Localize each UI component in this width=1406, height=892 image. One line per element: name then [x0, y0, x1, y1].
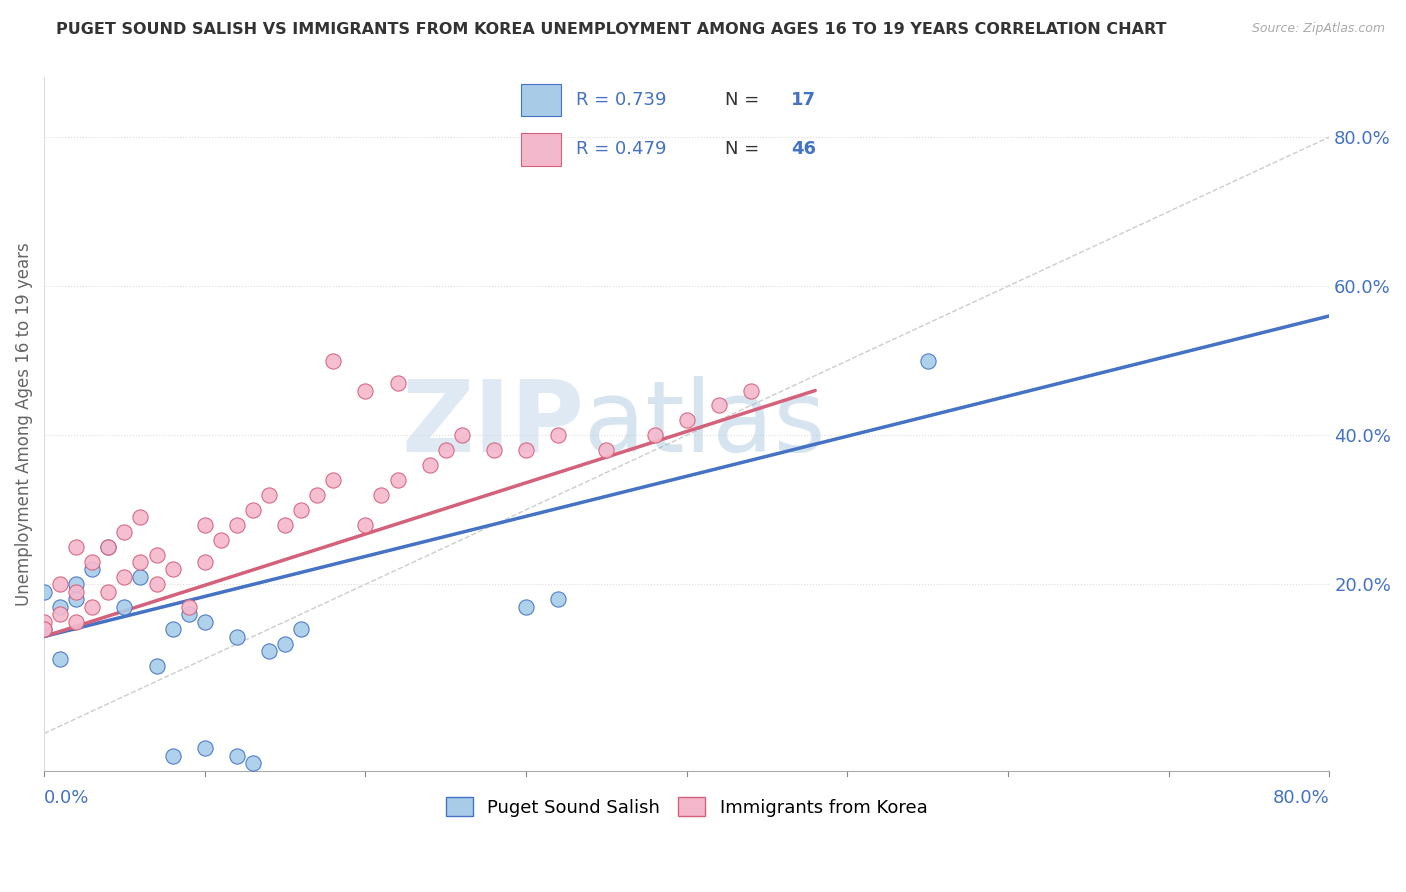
Point [482, 443, 505, 458]
Point [242, 503, 264, 517]
Point [547, 592, 569, 607]
Point [419, 458, 441, 472]
Point [354, 517, 377, 532]
Point [49, 652, 72, 666]
Text: atlas: atlas [583, 376, 825, 473]
Text: ZIP: ZIP [401, 376, 583, 473]
Point [162, 622, 184, 636]
Point [97, 584, 120, 599]
Point [274, 637, 297, 651]
Point [114, 570, 136, 584]
Point [515, 443, 537, 458]
Point [225, 748, 247, 763]
Point [82, 562, 104, 576]
Point [114, 599, 136, 614]
Text: N =: N = [725, 91, 765, 109]
Point [32, 615, 55, 629]
Point [225, 630, 247, 644]
Point [65, 540, 87, 554]
Point [387, 473, 409, 487]
Point [97, 540, 120, 554]
Text: Source: ZipAtlas.com: Source: ZipAtlas.com [1251, 22, 1385, 36]
Point [707, 399, 730, 413]
Point [644, 428, 666, 442]
Point [322, 353, 344, 368]
Point [145, 548, 167, 562]
Text: 0.0%: 0.0% [44, 789, 90, 807]
Point [162, 748, 184, 763]
Point [547, 428, 569, 442]
Point [370, 488, 392, 502]
Point [177, 599, 200, 614]
Point [307, 488, 329, 502]
Point [740, 384, 762, 398]
Point [65, 592, 87, 607]
Point [434, 443, 457, 458]
Point [145, 659, 167, 673]
Text: 80.0%: 80.0% [1272, 789, 1329, 807]
Text: R = 0.479: R = 0.479 [575, 141, 666, 159]
Point [290, 622, 312, 636]
Point [209, 533, 232, 547]
Bar [520, 84, 561, 116]
Point [129, 555, 152, 569]
Point [32, 584, 55, 599]
Point [129, 570, 152, 584]
Text: 46: 46 [792, 141, 817, 159]
Legend: Puget Sound Salish, Immigrants from Korea: Puget Sound Salish, Immigrants from Kore… [439, 790, 935, 824]
Point [145, 577, 167, 591]
Point [194, 741, 217, 756]
Point [257, 488, 280, 502]
Point [82, 599, 104, 614]
Point [194, 517, 217, 532]
Point [194, 615, 217, 629]
Point [290, 503, 312, 517]
Point [225, 517, 247, 532]
Point [177, 607, 200, 622]
Text: N =: N = [725, 141, 765, 159]
Point [450, 428, 472, 442]
Point [242, 756, 264, 771]
Bar [520, 134, 561, 166]
Point [82, 555, 104, 569]
Point [675, 413, 697, 427]
Point [257, 644, 280, 658]
Point [32, 622, 55, 636]
Point [114, 525, 136, 540]
Point [65, 584, 87, 599]
Point [49, 607, 72, 622]
Point [65, 615, 87, 629]
Point [322, 473, 344, 487]
Y-axis label: Unemployment Among Ages 16 to 19 years: Unemployment Among Ages 16 to 19 years [15, 243, 32, 606]
Point [194, 555, 217, 569]
Point [32, 622, 55, 636]
Point [917, 353, 939, 368]
Point [387, 376, 409, 390]
Point [49, 599, 72, 614]
Text: R = 0.739: R = 0.739 [575, 91, 666, 109]
Point [97, 540, 120, 554]
Text: PUGET SOUND SALISH VS IMMIGRANTS FROM KOREA UNEMPLOYMENT AMONG AGES 16 TO 19 YEA: PUGET SOUND SALISH VS IMMIGRANTS FROM KO… [56, 22, 1167, 37]
Text: 17: 17 [792, 91, 817, 109]
Point [274, 517, 297, 532]
Point [65, 577, 87, 591]
Point [595, 443, 617, 458]
Point [49, 577, 72, 591]
Point [354, 384, 377, 398]
Point [162, 562, 184, 576]
Point [129, 510, 152, 524]
Point [515, 599, 537, 614]
